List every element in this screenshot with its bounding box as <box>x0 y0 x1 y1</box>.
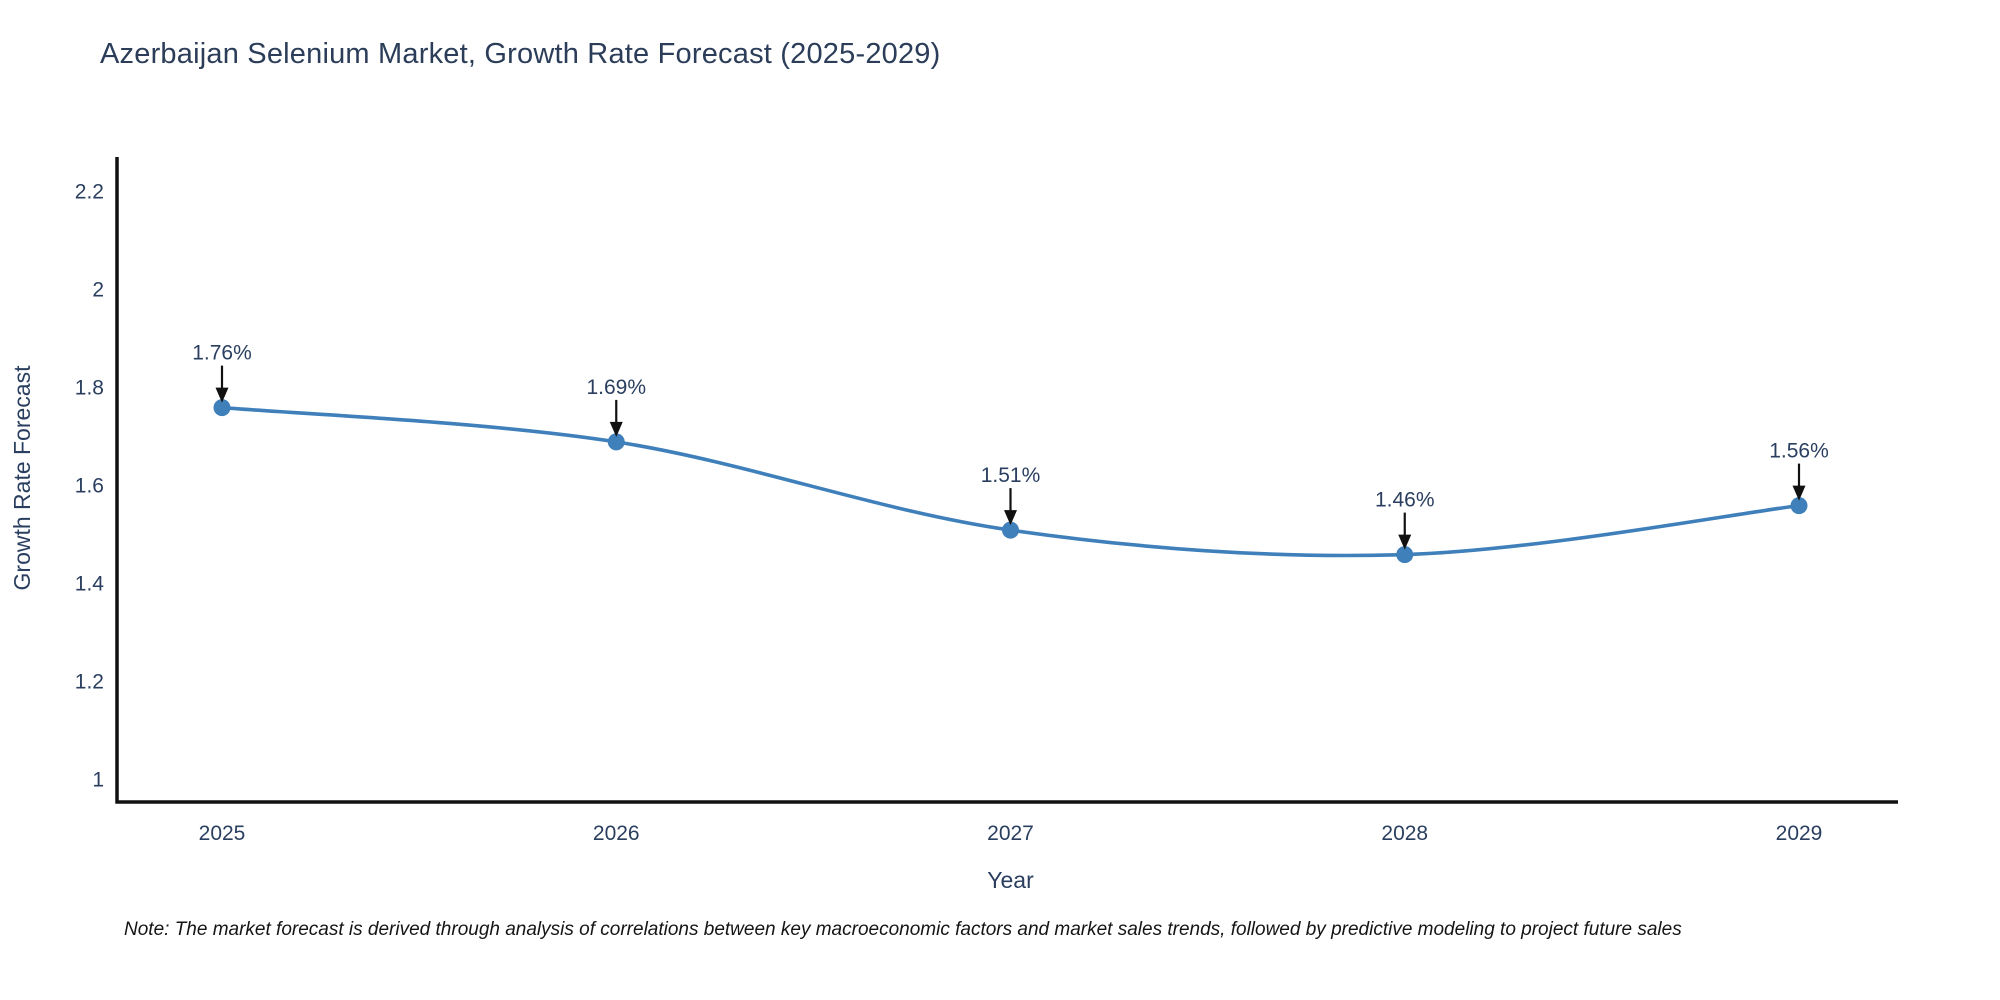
y-tick-label: 1.8 <box>75 377 104 400</box>
footnote: Note: The market forecast is derived thr… <box>124 919 1682 940</box>
annotation-arrowhead-icon <box>1792 485 1806 501</box>
y-axis-title: Growth Rate Forecast <box>9 365 35 591</box>
x-tick-label: 2029 <box>1776 822 1823 845</box>
data-point-label: 1.46% <box>1375 489 1435 512</box>
annotation-arrowhead-icon <box>609 421 623 437</box>
y-tick-label: 2.2 <box>75 181 104 204</box>
x-tick-label: 2027 <box>987 822 1034 845</box>
data-point-label: 1.51% <box>981 464 1041 487</box>
data-point-marker[interactable] <box>607 433 625 451</box>
annotation-arrowhead-icon <box>1004 510 1017 526</box>
chart-title: Azerbaijan Selenium Market, Growth Rate … <box>100 38 941 70</box>
y-tick-label: 1.4 <box>75 573 105 596</box>
x-tick-label: 2028 <box>1381 822 1428 845</box>
y-tick-label: 2 <box>92 279 104 302</box>
annotation-arrowhead-icon <box>215 387 229 403</box>
x-axis-title: Year <box>987 867 1034 893</box>
data-point-label: 1.76% <box>192 342 252 365</box>
data-point-marker[interactable] <box>1790 497 1808 515</box>
data-point-marker[interactable] <box>213 399 231 417</box>
data-point-label: 1.69% <box>586 376 646 399</box>
x-tick-label: 2026 <box>593 822 640 845</box>
data-point-marker[interactable] <box>1396 546 1414 564</box>
annotation-arrowhead-icon <box>1398 534 1412 550</box>
x-tick-label: 2025 <box>199 822 246 845</box>
y-tick-label: 1 <box>92 769 104 792</box>
y-tick-label: 1.6 <box>75 475 104 498</box>
data-point-label: 1.56% <box>1769 440 1829 463</box>
y-tick-label: 1.2 <box>75 671 104 694</box>
data-point-marker[interactable] <box>1002 521 1019 539</box>
